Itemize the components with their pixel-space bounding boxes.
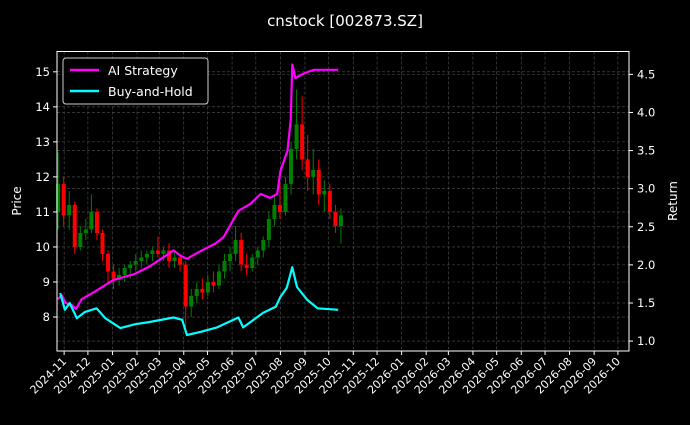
candle-body [61,183,66,216]
candle-body [289,148,294,184]
candle-body [128,264,133,268]
candle-body [194,288,199,297]
candle-body [144,253,149,258]
candle-body [294,124,299,149]
candle-body [239,239,244,265]
candle-body [89,211,94,230]
y-axis-label: Price [10,186,24,215]
series-line-buy-and-hold [59,266,339,337]
y2-tick-label: 1.5 [637,296,655,310]
candle-body [122,267,127,275]
candle-body [272,204,277,219]
chart-title: cnstock [002873.SZ] [267,12,423,30]
legend-box [62,57,209,105]
candle-body [211,281,216,286]
candle-body [266,218,271,240]
candle-body [300,124,305,160]
y2-tick-label: 1.0 [637,334,655,348]
legend-label-buy-hold: Buy-and-Hold [108,84,193,99]
candle-body [183,264,188,307]
candle-body [277,204,282,212]
candle-body [233,239,238,254]
candle-body [83,229,88,233]
candle-body [94,211,99,233]
candle-body [250,257,255,268]
y2-tick-label: 2.0 [637,258,655,272]
candle-body [222,260,227,272]
candle-body [117,274,122,279]
candle-body [161,250,166,254]
candle-body [311,169,316,177]
y-tick-label: 8 [43,310,50,324]
y-tick-label: 10 [35,240,50,254]
y-tick-label: 13 [35,135,50,149]
y2-tick-label: 3.0 [637,182,655,196]
candle-body [150,250,155,254]
candle-body [155,250,160,254]
candlesticks [56,89,343,328]
candle-body [283,183,288,212]
y-tick-label: 11 [35,205,50,219]
candle-body [78,232,83,247]
candle-body [261,239,266,251]
y-tick-label: 14 [35,100,50,114]
candle-body [178,257,183,265]
candle-body [100,232,105,254]
y-tick-label: 9 [43,275,50,289]
candle-body [244,264,249,268]
candle-body [189,296,194,307]
candle-body [205,281,210,293]
candle-body [228,253,233,261]
series-line-ai-strategy [57,63,339,311]
candle-body [327,190,332,212]
candle-body [139,257,144,261]
y2-tick-label: 4.5 [637,67,655,81]
candle-body [67,204,72,216]
candle-body [333,211,338,226]
candle-body [322,190,327,195]
candle-body [133,260,138,265]
candle-body [255,250,260,258]
y2-tick-label: 4.0 [637,105,655,119]
candle-body [338,215,343,226]
candle-body [316,169,321,195]
candle-body [305,159,310,177]
candle-body [200,288,205,293]
legend: AI Strategy Buy-and-Hold [62,57,209,105]
legend-label-strategy: AI Strategy [108,63,178,78]
candle-body [216,271,221,286]
candle-body [56,183,61,212]
y2-tick-label: 2.5 [637,220,655,234]
candle-body [106,253,111,272]
y-tick-label: 12 [35,170,50,184]
plot-frame [56,51,630,352]
candle-body [72,204,77,247]
y2-axis-label: Return [666,181,680,221]
candle-body [111,271,116,279]
return-lines [57,63,339,337]
candle-body [172,257,177,261]
y-tick-label: 15 [35,65,50,79]
candle-body [167,250,172,261]
y2-tick-label: 3.5 [637,144,655,158]
